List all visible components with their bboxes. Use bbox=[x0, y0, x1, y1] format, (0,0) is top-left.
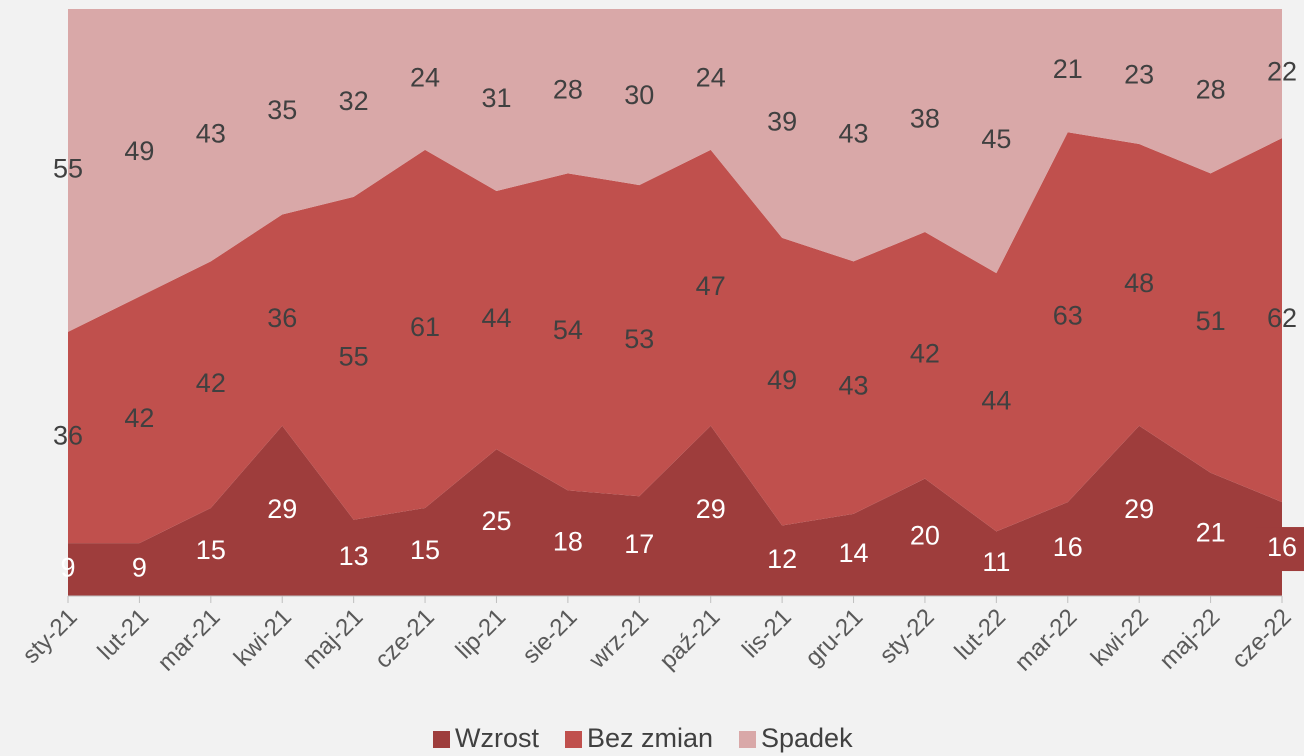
data-label: 22 bbox=[1267, 57, 1297, 87]
data-label: 42 bbox=[910, 338, 940, 368]
data-label: 21 bbox=[1053, 54, 1083, 84]
data-label: 28 bbox=[1196, 74, 1226, 104]
data-label: 43 bbox=[839, 371, 869, 401]
data-label: 35 bbox=[267, 95, 297, 125]
data-label: 29 bbox=[1124, 494, 1154, 524]
data-label: 9 bbox=[132, 553, 147, 583]
data-label: 32 bbox=[339, 86, 369, 116]
data-label: 49 bbox=[767, 365, 797, 395]
data-label: 53 bbox=[624, 324, 654, 354]
data-label: 61 bbox=[410, 312, 440, 342]
data-label: 44 bbox=[481, 303, 511, 333]
data-label: 63 bbox=[1053, 300, 1083, 330]
legend-swatch bbox=[565, 731, 582, 748]
legend-label: Wzrost bbox=[455, 723, 539, 753]
data-label: 51 bbox=[1196, 306, 1226, 336]
data-label: 15 bbox=[196, 535, 226, 565]
data-label: 42 bbox=[124, 403, 154, 433]
data-label: 16 bbox=[1267, 532, 1297, 562]
data-label: 47 bbox=[696, 271, 726, 301]
data-label: 29 bbox=[267, 494, 297, 524]
data-label: 15 bbox=[410, 535, 440, 565]
data-label: 55 bbox=[339, 341, 369, 371]
data-label: 16 bbox=[1053, 532, 1083, 562]
data-label: 44 bbox=[981, 385, 1011, 415]
data-label: 38 bbox=[910, 104, 940, 134]
data-label: 62 bbox=[1267, 303, 1297, 333]
area bbox=[68, 425, 1282, 596]
data-label: 49 bbox=[124, 136, 154, 166]
data-label: 43 bbox=[196, 118, 226, 148]
data-label: 18 bbox=[553, 526, 583, 556]
legend-swatch bbox=[433, 731, 450, 748]
data-label: 25 bbox=[481, 506, 511, 536]
data-label: 9 bbox=[60, 553, 75, 583]
data-label: 31 bbox=[481, 83, 511, 113]
data-label: 24 bbox=[696, 63, 726, 93]
legend: Wzrost Bez zmian Spadek bbox=[433, 723, 853, 753]
data-label: 43 bbox=[839, 118, 869, 148]
data-label: 55 bbox=[53, 154, 83, 184]
data-label: 23 bbox=[1124, 60, 1154, 90]
data-label: 17 bbox=[624, 529, 654, 559]
data-label: 45 bbox=[981, 124, 1011, 154]
data-label: 12 bbox=[767, 544, 797, 574]
legend-label: Bez zmian bbox=[587, 723, 713, 753]
data-label: 13 bbox=[339, 541, 369, 571]
data-label: 29 bbox=[696, 494, 726, 524]
data-label: 24 bbox=[410, 63, 440, 93]
data-label: 48 bbox=[1124, 268, 1154, 298]
data-label: 42 bbox=[196, 368, 226, 398]
data-label: 30 bbox=[624, 80, 654, 110]
label-box bbox=[1256, 527, 1304, 572]
data-label: 36 bbox=[267, 303, 297, 333]
legend-swatch bbox=[739, 731, 756, 748]
area bbox=[68, 9, 1282, 332]
data-label: 14 bbox=[839, 538, 869, 568]
area bbox=[68, 132, 1282, 544]
data-label: 28 bbox=[553, 74, 583, 104]
legend-label: Spadek bbox=[761, 723, 853, 753]
data-label: 36 bbox=[53, 421, 83, 451]
data-label: 21 bbox=[1196, 517, 1226, 547]
data-label: 54 bbox=[553, 315, 583, 345]
data-label: 39 bbox=[767, 107, 797, 137]
data-label: 20 bbox=[910, 520, 940, 550]
data-label: 11 bbox=[982, 547, 1010, 577]
